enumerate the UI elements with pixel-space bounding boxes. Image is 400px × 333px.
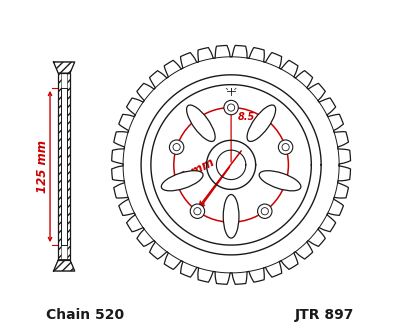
Text: Chain 520: Chain 520 [46,308,124,322]
Circle shape [228,104,235,111]
Ellipse shape [247,105,276,142]
Circle shape [258,204,272,218]
Circle shape [278,140,293,155]
Ellipse shape [186,105,215,142]
Polygon shape [54,62,75,73]
Text: 8.5: 8.5 [238,113,255,123]
Bar [58,73,61,260]
Text: 150 mm: 150 mm [164,156,216,191]
Circle shape [282,144,289,151]
Circle shape [224,100,238,115]
Bar [67,73,70,260]
Ellipse shape [223,194,239,238]
Ellipse shape [259,171,301,191]
Circle shape [261,207,268,215]
Circle shape [170,140,184,155]
Text: 125 mm: 125 mm [36,140,49,193]
Ellipse shape [161,171,203,191]
Polygon shape [54,260,75,271]
Text: JTR 897: JTR 897 [294,308,354,322]
Circle shape [173,144,180,151]
Circle shape [194,207,201,215]
Circle shape [190,204,205,218]
